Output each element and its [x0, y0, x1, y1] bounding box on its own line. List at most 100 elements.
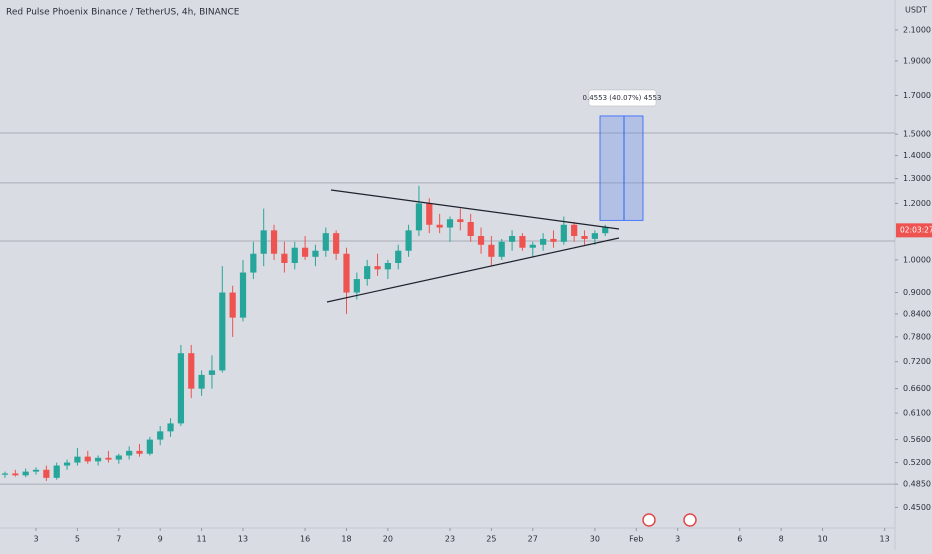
- candle-body: [426, 203, 433, 225]
- measure-box: [599, 115, 644, 221]
- y-tick-label: 1.9000: [903, 56, 931, 65]
- x-tick-label: 11: [197, 535, 207, 544]
- candle-body: [198, 374, 205, 389]
- event-flags: [642, 513, 697, 527]
- candle-body: [301, 247, 309, 257]
- candle-body: [22, 471, 29, 476]
- candle-body: [540, 238, 547, 245]
- y-tick-label: 0.9000: [903, 288, 931, 297]
- x-tick-label: 25: [486, 535, 496, 544]
- flag-icon[interactable]: [642, 513, 656, 527]
- candle-body: [219, 292, 226, 371]
- candle-body: [591, 233, 598, 239]
- candle-body: [208, 370, 216, 375]
- y-tick-label: 0.4500: [903, 503, 931, 512]
- candle-body: [312, 250, 319, 257]
- candle-body: [436, 224, 443, 228]
- y-tick-label: 1.3000: [903, 174, 931, 183]
- triangle-lower: [326, 237, 620, 303]
- x-tick-label: Feb: [629, 535, 643, 544]
- y-tick-label: 1.5000: [903, 130, 931, 139]
- x-tick-label: 9: [158, 535, 163, 544]
- x-tick-label: 30: [590, 535, 600, 544]
- countdown-label: 02:03:27: [900, 225, 932, 234]
- x-tick-label: 6: [737, 535, 742, 544]
- x-tick-label: 3: [675, 535, 680, 544]
- candle-body: [477, 236, 485, 245]
- candle-body: [74, 456, 81, 463]
- candle-body: [488, 244, 495, 257]
- candle-body: [291, 247, 298, 263]
- x-tick-label: 18: [341, 535, 351, 544]
- candle-body: [53, 465, 60, 478]
- y-tick-label: 0.8400: [903, 309, 931, 318]
- y-tick-label: 1.2000: [903, 199, 931, 208]
- candle-body: [126, 450, 133, 456]
- candle-body: [146, 439, 153, 454]
- x-tick-label: 3: [33, 535, 38, 544]
- y-tick-label: 0.5600: [903, 435, 931, 444]
- currency-label: USDT: [905, 6, 927, 15]
- candle-body: [105, 457, 112, 460]
- x-tick-label: 7: [116, 535, 121, 544]
- candle-body: [32, 469, 40, 472]
- x-tick-label: 10: [817, 535, 827, 544]
- candle-body: [167, 423, 174, 432]
- candle-body: [395, 250, 402, 263]
- candle-body: [560, 224, 567, 242]
- candle-body: [239, 272, 247, 318]
- candle-body: [157, 431, 164, 440]
- y-tick-label: 0.7200: [903, 357, 931, 366]
- y-tick-label: 0.7800: [903, 332, 931, 341]
- candle-body: [405, 230, 412, 251]
- plot-area: 0.4553 (40.07%) 4553: [0, 89, 895, 485]
- candle-body: [12, 473, 19, 476]
- x-tick-label: 20: [383, 535, 393, 544]
- y-tick-label: 0.6100: [903, 409, 931, 418]
- candle-body: [1, 473, 9, 475]
- y-tick-label: 0.4850: [903, 480, 931, 489]
- candle-body: [581, 236, 588, 239]
- candle-body: [115, 455, 122, 460]
- candle-body: [281, 253, 288, 263]
- candle-body: [333, 233, 340, 254]
- candle-body: [446, 219, 454, 228]
- measure-label: 0.4553 (40.07%) 4553: [583, 94, 662, 102]
- measure-label-box: [588, 89, 657, 107]
- x-tick-label: 8: [779, 535, 784, 544]
- candle-body: [43, 469, 50, 478]
- flag-icon[interactable]: [683, 513, 697, 527]
- candle-body: [415, 203, 423, 231]
- candle-body: [374, 266, 381, 270]
- candle-body: [467, 222, 474, 237]
- candle-body: [571, 224, 578, 237]
- candle-body: [457, 219, 464, 223]
- chart-title: Red Pulse Phoenix Binance / TetherUS, 4h…: [6, 8, 240, 18]
- candle-body: [250, 253, 257, 273]
- y-tick-label: 2.1000: [903, 25, 931, 34]
- y-tick-label: 1.0000: [903, 255, 931, 264]
- candle-body: [177, 353, 185, 424]
- candle-body: [188, 353, 195, 389]
- candle-body: [384, 262, 391, 270]
- candle-body: [260, 230, 267, 254]
- candle-body: [550, 238, 557, 242]
- triangle-upper: [330, 189, 620, 230]
- y-tick-label: 1.4000: [903, 151, 931, 160]
- candle-body: [602, 227, 609, 234]
- candle-body: [353, 279, 360, 293]
- candle-body: [364, 266, 371, 280]
- candle-body: [508, 236, 516, 242]
- candle-body: [84, 456, 91, 462]
- candle-body: [322, 233, 329, 251]
- x-tick-label: 16: [300, 535, 310, 544]
- candle-body: [270, 230, 278, 254]
- x-tick-label: 5: [75, 535, 80, 544]
- candle-body: [63, 462, 71, 466]
- candle-body: [529, 244, 536, 248]
- y-tick-label: 0.6600: [903, 384, 931, 393]
- candle-body: [136, 450, 143, 454]
